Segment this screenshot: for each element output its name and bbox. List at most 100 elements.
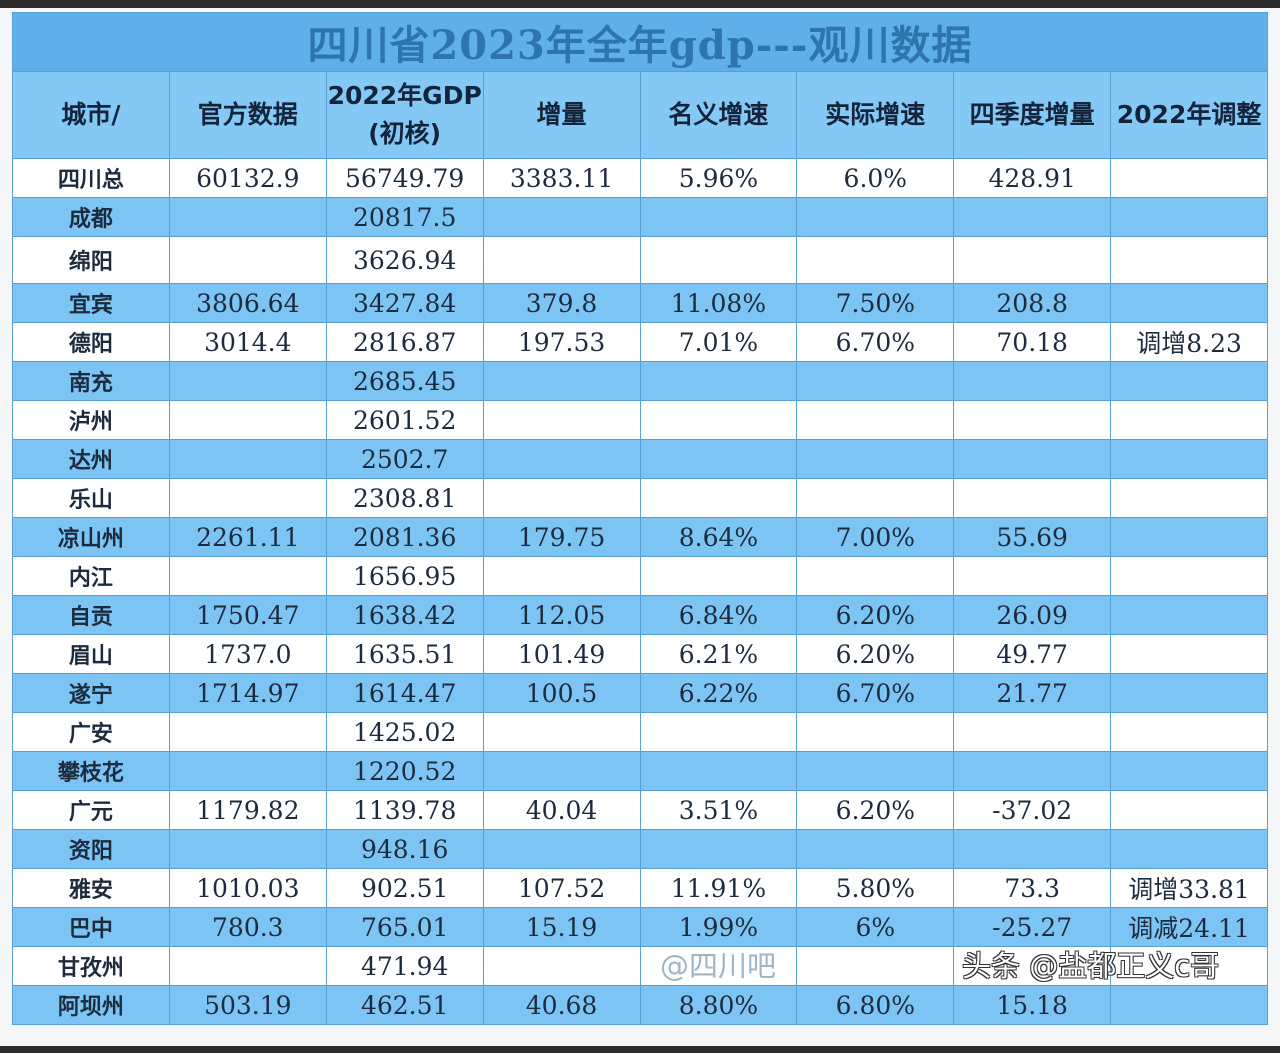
- table-row: 遂宁 1714.97 1614.47 100.5 6.22% 6.70% 21.77: [12, 673, 1268, 713]
- value-cell: [1110, 197, 1268, 237]
- value-cell: [796, 478, 955, 518]
- city-cell: 四川总: [12, 158, 170, 198]
- top-bar: [0, 0, 1280, 8]
- value-cell: [1110, 673, 1268, 713]
- value-cell: 6%: [796, 907, 955, 947]
- city-cell: 广安: [12, 712, 170, 752]
- value-cell: 11.08%: [639, 283, 798, 323]
- value-cell: 2502.7: [325, 439, 484, 479]
- value-cell: 1656.95: [325, 556, 484, 596]
- value-cell: -37.02: [953, 790, 1112, 830]
- value-cell: [796, 197, 955, 237]
- value-cell: 503.19: [168, 985, 327, 1025]
- value-cell: 2685.45: [325, 361, 484, 401]
- value-cell: 471.94: [325, 946, 484, 986]
- value-cell: 3626.94: [325, 236, 484, 284]
- value-cell: [482, 829, 641, 869]
- table-row: 南充 2685.45: [12, 361, 1268, 401]
- value-cell: 1714.97: [168, 673, 327, 713]
- value-cell: 7.01%: [639, 322, 798, 362]
- value-cell: [1110, 478, 1268, 518]
- value-cell: [1110, 712, 1268, 752]
- table-row: 宜宾 3806.64 3427.84 379.8 11.08% 7.50% 208.8: [12, 283, 1268, 323]
- table-row: 巴中 780.3 765.01 15.19 1.99% 6% -25.27 调减24.11: [12, 907, 1268, 947]
- table-row: 乐山 2308.81: [12, 478, 1268, 518]
- value-cell: [796, 556, 955, 596]
- table-row: 内江 1656.95: [12, 556, 1268, 596]
- value-cell: 5.80%: [796, 868, 955, 908]
- value-cell: [1110, 634, 1268, 674]
- value-cell: 3427.84: [325, 283, 484, 323]
- value-cell: [1110, 946, 1268, 986]
- city-cell: 绵阳: [12, 236, 170, 284]
- table-row: 雅安 1010.03 902.51 107.52 11.91% 5.80% 73.3 调增33…: [12, 868, 1268, 908]
- value-cell: [168, 361, 327, 401]
- city-cell: 甘孜州: [12, 946, 170, 986]
- value-cell: [639, 236, 798, 284]
- city-cell: 巴中: [12, 907, 170, 947]
- value-cell: [639, 478, 798, 518]
- value-cell: [482, 556, 641, 596]
- value-cell: 1.99%: [639, 907, 798, 947]
- column-header: 城市/: [12, 71, 170, 159]
- value-cell: 6.84%: [639, 595, 798, 635]
- value-cell: 208.8: [953, 283, 1112, 323]
- value-cell: 6.20%: [796, 595, 955, 635]
- value-cell: 2601.52: [325, 400, 484, 440]
- value-cell: [796, 439, 955, 479]
- city-cell: 资阳: [12, 829, 170, 869]
- value-cell: [168, 197, 327, 237]
- value-cell: [796, 712, 955, 752]
- value-cell: [482, 361, 641, 401]
- value-cell: [953, 751, 1112, 791]
- value-cell: [953, 478, 1112, 518]
- value-cell: 73.3: [953, 868, 1112, 908]
- watermark: 头条 @盐都正义c哥: [962, 949, 1220, 983]
- value-cell: 40.04: [482, 790, 641, 830]
- value-cell: [482, 478, 641, 518]
- value-cell: 7.50%: [796, 283, 955, 323]
- table-row: 眉山 1737.0 1635.51 101.49 6.21% 6.20% 49.77: [12, 634, 1268, 674]
- value-cell: 2261.11: [168, 517, 327, 557]
- table-row: 甘孜州 471.94: [12, 946, 1268, 986]
- value-cell: 1635.51: [325, 634, 484, 674]
- value-cell: 3383.11: [482, 158, 641, 198]
- value-cell: [796, 400, 955, 440]
- value-cell: 902.51: [325, 868, 484, 908]
- column-header: 官方数据: [168, 71, 327, 159]
- value-cell: [953, 712, 1112, 752]
- table-row: 达州 2502.7: [12, 439, 1268, 479]
- value-cell: 15.18: [953, 985, 1112, 1025]
- value-cell: [639, 751, 798, 791]
- table-row: 广元 1179.82 1139.78 40.04 3.51% 6.20% -37.02: [12, 790, 1268, 830]
- value-cell: [482, 400, 641, 440]
- value-cell: 21.77: [953, 673, 1112, 713]
- value-cell: 379.8: [482, 283, 641, 323]
- value-cell: [1110, 361, 1268, 401]
- table-row: 四川总 60132.9 56749.79 3383.11 5.96% 6.0% 428.91: [12, 158, 1268, 198]
- value-cell: 15.19: [482, 907, 641, 947]
- value-cell: 6.22%: [639, 673, 798, 713]
- value-cell: [953, 361, 1112, 401]
- city-cell: 泸州: [12, 400, 170, 440]
- value-cell: [639, 400, 798, 440]
- value-cell: 2308.81: [325, 478, 484, 518]
- column-header: 名义增速: [639, 71, 798, 159]
- city-cell: 遂宁: [12, 673, 170, 713]
- value-cell: 2081.36: [325, 517, 484, 557]
- column-header: 四季度增量: [953, 71, 1112, 159]
- column-header: 2022年GDP (初核): [325, 71, 484, 159]
- value-cell: 调减24.11: [1110, 907, 1268, 947]
- value-cell: 100.5: [482, 673, 641, 713]
- value-cell: [168, 556, 327, 596]
- value-cell: 40.68: [482, 985, 641, 1025]
- value-cell: 6.21%: [639, 634, 798, 674]
- value-cell: 3014.4: [168, 322, 327, 362]
- value-cell: 197.53: [482, 322, 641, 362]
- city-cell: 广元: [12, 790, 170, 830]
- value-cell: [1110, 595, 1268, 635]
- table-row: 泸州 2601.52: [12, 400, 1268, 440]
- value-cell: [639, 712, 798, 752]
- value-cell: [953, 236, 1112, 284]
- value-cell: [168, 946, 327, 986]
